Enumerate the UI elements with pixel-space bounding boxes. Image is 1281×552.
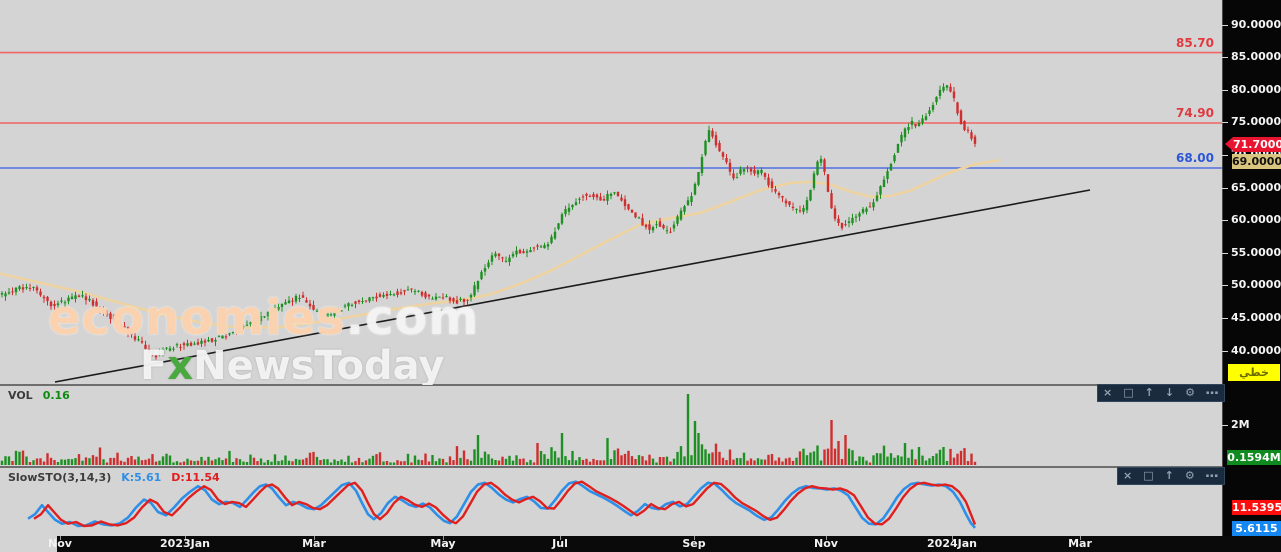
settings-icon[interactable]: ⚙ [1184, 469, 1195, 482]
volume-series [0, 394, 977, 465]
volume-panel-header: VOL 0.16 [8, 389, 80, 402]
time-tick [60, 536, 61, 540]
trend-line[interactable] [54, 189, 1091, 383]
price-tick-label: 45.0000 [1231, 311, 1281, 324]
level-label-74.90: 74.90 [1176, 106, 1214, 120]
time-axis-label: 2024Jan [927, 537, 977, 550]
stochastic-panel-header: SlowSTO(3,14,3) K:5.61 D:11.54 [8, 471, 230, 484]
volume-title: VOL [8, 389, 33, 402]
price-tick-label: 65.0000 [1231, 181, 1281, 194]
time-axis-label: Nov [48, 537, 72, 550]
time-tick [560, 536, 561, 540]
price-tick-label: 40.0000 [1231, 344, 1281, 357]
time-axis-label: Mar [1068, 537, 1092, 550]
stochastic-k-badge: 5.6115 [1232, 521, 1281, 536]
last-price-badge: 71.7000 [1225, 137, 1281, 152]
stochastic-panel-toolbar: × □ ↑ ⚙ ▪▪▪ [1117, 467, 1225, 485]
more-icon[interactable]: ▪▪▪ [1205, 473, 1219, 479]
maximize-icon[interactable]: □ [1143, 469, 1154, 482]
arrow-up-icon[interactable]: ↑ [1164, 469, 1174, 482]
time-tick [952, 536, 953, 540]
price-tick-label: 90.0000 [1231, 18, 1281, 31]
price-axis-panel[interactable]: 2M 40.0000 45.0000 50.0000 55.0000 60.0000 65.… [1222, 0, 1281, 536]
time-axis-label: 2023Jan [160, 537, 210, 550]
arrow-up-icon[interactable]: ↑ [1144, 386, 1154, 399]
time-axis[interactable]: Nov 2023Jan Mar May Jul Sep Nov 2024Jan Mar [0, 536, 1281, 552]
time-tick [443, 536, 444, 540]
volume-panel-toolbar: × □ ↑ ↓ ⚙ ▪▪▪ [1097, 384, 1226, 402]
volume-tick-label: 2M [1231, 418, 1250, 431]
panel-divider[interactable] [0, 466, 1281, 468]
level-label-68.00: 68.00 [1176, 150, 1214, 165]
maximize-icon[interactable]: □ [1123, 386, 1134, 399]
price-tick [1222, 220, 1228, 221]
price-tick-label: 60.0000 [1231, 213, 1281, 226]
more-icon[interactable]: ▪▪▪ [1205, 390, 1220, 396]
volume-value: 0.16 [42, 389, 70, 402]
stochastic-d-badge: 11.5395 [1232, 500, 1281, 515]
stochastic-title: SlowSTO(3,14,3) [8, 471, 112, 484]
scale-type-badge[interactable]: خطي [1228, 364, 1280, 381]
stochastic-panel: SlowSTO(3,14,3) K:5.61 D:11.54 [0, 468, 1222, 536]
close-icon[interactable]: × [1123, 469, 1133, 482]
moving-average-badge: 69.0000 [1232, 154, 1281, 169]
price-tick-label: 55.0000 [1231, 246, 1281, 259]
volume-panel: VOL 0.16 [0, 386, 1222, 466]
moving-average-line [0, 158, 1001, 330]
main-price-panel: economies.com FxNewsToday 85.70 74.90 68.0… [0, 0, 1222, 385]
axis-divider [1222, 0, 1223, 536]
stochastic-lines [27, 480, 977, 529]
price-tick [1222, 57, 1228, 58]
time-tick [185, 536, 186, 540]
candlestick-series [0, 83, 977, 360]
level-label-85.70: 85.70 [1176, 35, 1214, 50]
time-tick [1080, 536, 1081, 540]
price-tick-label: 85.0000 [1231, 50, 1281, 63]
price-tick [1222, 253, 1228, 254]
volume-bars [0, 394, 977, 465]
time-axis-label: Sep [682, 537, 706, 550]
time-axis-label: Mar [302, 537, 326, 550]
stochastic-k-value: K:5.61 [121, 471, 162, 484]
time-axis-label: Nov [814, 537, 838, 550]
price-tick [1222, 25, 1228, 26]
settings-icon[interactable]: ⚙ [1185, 386, 1195, 399]
stochastic-d-line [33, 480, 977, 528]
price-tick [1222, 90, 1228, 91]
time-tick [826, 536, 827, 540]
time-tick [694, 536, 695, 540]
time-axis-label: Jul [552, 537, 568, 550]
time-tick [314, 536, 315, 540]
candlestick-chart [0, 51, 1222, 383]
price-tick [1222, 155, 1228, 156]
price-tick [1222, 318, 1228, 319]
price-tick [1222, 122, 1228, 123]
close-icon[interactable]: × [1103, 386, 1113, 399]
time-axis-label: May [430, 537, 456, 550]
volume-value-badge: 0.1594M [1227, 450, 1281, 465]
price-tick-label: 50.0000 [1231, 278, 1281, 291]
arrow-down-icon[interactable]: ↓ [1164, 386, 1175, 399]
price-tick [1222, 188, 1228, 189]
price-tick [1222, 285, 1228, 286]
price-tick-label: 75.0000 [1231, 115, 1281, 128]
price-tick-label: 80.0000 [1231, 83, 1281, 96]
stochastic-d-value: D:11.54 [171, 471, 220, 484]
axis-corner [0, 536, 57, 552]
price-tick [1222, 351, 1228, 352]
volume-tick [1222, 425, 1228, 426]
panel-divider[interactable] [0, 384, 1281, 386]
